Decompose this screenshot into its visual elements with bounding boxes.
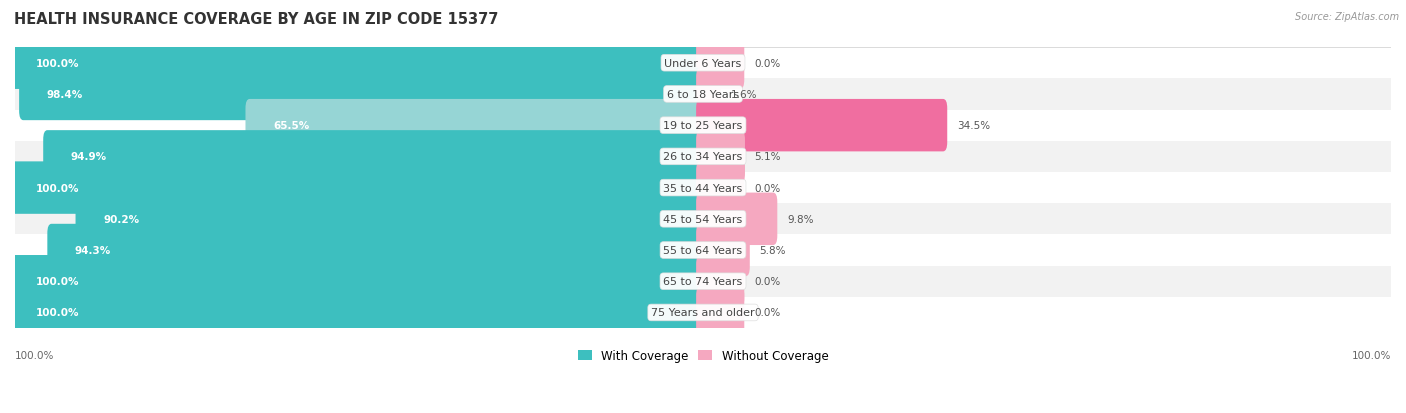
Bar <box>15 173 1391 204</box>
Text: Source: ZipAtlas.com: Source: ZipAtlas.com <box>1295 12 1399 22</box>
Text: 0.0%: 0.0% <box>754 308 780 318</box>
Bar <box>15 204 1391 235</box>
FancyBboxPatch shape <box>44 131 710 183</box>
Bar <box>15 297 1391 328</box>
Text: 100.0%: 100.0% <box>35 183 79 193</box>
Text: 100.0%: 100.0% <box>15 350 55 360</box>
Text: 34.5%: 34.5% <box>957 121 990 131</box>
Text: 19 to 25 Years: 19 to 25 Years <box>664 121 742 131</box>
FancyBboxPatch shape <box>8 162 710 214</box>
Text: 6 to 18 Years: 6 to 18 Years <box>666 90 740 100</box>
FancyBboxPatch shape <box>246 100 710 152</box>
Text: 94.3%: 94.3% <box>75 245 111 255</box>
Bar <box>15 79 1391 110</box>
Text: 0.0%: 0.0% <box>754 277 780 287</box>
Text: 5.8%: 5.8% <box>759 245 786 255</box>
Text: 100.0%: 100.0% <box>35 59 79 69</box>
FancyBboxPatch shape <box>696 131 745 183</box>
Text: 0.0%: 0.0% <box>754 59 780 69</box>
Text: 55 to 64 Years: 55 to 64 Years <box>664 245 742 255</box>
FancyBboxPatch shape <box>76 193 710 245</box>
Text: 75 Years and older: 75 Years and older <box>651 308 755 318</box>
FancyBboxPatch shape <box>8 38 710 90</box>
Text: 65 to 74 Years: 65 to 74 Years <box>664 277 742 287</box>
Text: 0.0%: 0.0% <box>754 183 780 193</box>
Bar <box>15 266 1391 297</box>
Bar <box>15 48 1391 79</box>
FancyBboxPatch shape <box>696 162 744 214</box>
Text: 90.2%: 90.2% <box>103 214 139 224</box>
Text: Under 6 Years: Under 6 Years <box>665 59 741 69</box>
FancyBboxPatch shape <box>696 224 749 277</box>
Text: 100.0%: 100.0% <box>1351 350 1391 360</box>
Text: 35 to 44 Years: 35 to 44 Years <box>664 183 742 193</box>
Text: 100.0%: 100.0% <box>35 277 79 287</box>
Text: 26 to 34 Years: 26 to 34 Years <box>664 152 742 162</box>
FancyBboxPatch shape <box>696 193 778 245</box>
FancyBboxPatch shape <box>696 69 721 121</box>
Text: 9.8%: 9.8% <box>787 214 814 224</box>
Bar <box>15 235 1391 266</box>
FancyBboxPatch shape <box>696 255 744 308</box>
FancyBboxPatch shape <box>48 224 710 277</box>
Text: 98.4%: 98.4% <box>46 90 83 100</box>
Text: 94.9%: 94.9% <box>70 152 107 162</box>
Bar <box>15 141 1391 173</box>
Text: 1.6%: 1.6% <box>731 90 756 100</box>
Text: 45 to 54 Years: 45 to 54 Years <box>664 214 742 224</box>
Text: 100.0%: 100.0% <box>35 308 79 318</box>
FancyBboxPatch shape <box>8 287 710 339</box>
FancyBboxPatch shape <box>696 38 744 90</box>
FancyBboxPatch shape <box>696 287 744 339</box>
Bar <box>15 110 1391 141</box>
Text: 65.5%: 65.5% <box>273 121 309 131</box>
FancyBboxPatch shape <box>696 100 948 152</box>
FancyBboxPatch shape <box>8 255 710 308</box>
FancyBboxPatch shape <box>20 69 710 121</box>
Legend: With Coverage, Without Coverage: With Coverage, Without Coverage <box>572 345 834 367</box>
Text: 5.1%: 5.1% <box>755 152 782 162</box>
Text: HEALTH INSURANCE COVERAGE BY AGE IN ZIP CODE 15377: HEALTH INSURANCE COVERAGE BY AGE IN ZIP … <box>14 12 499 27</box>
